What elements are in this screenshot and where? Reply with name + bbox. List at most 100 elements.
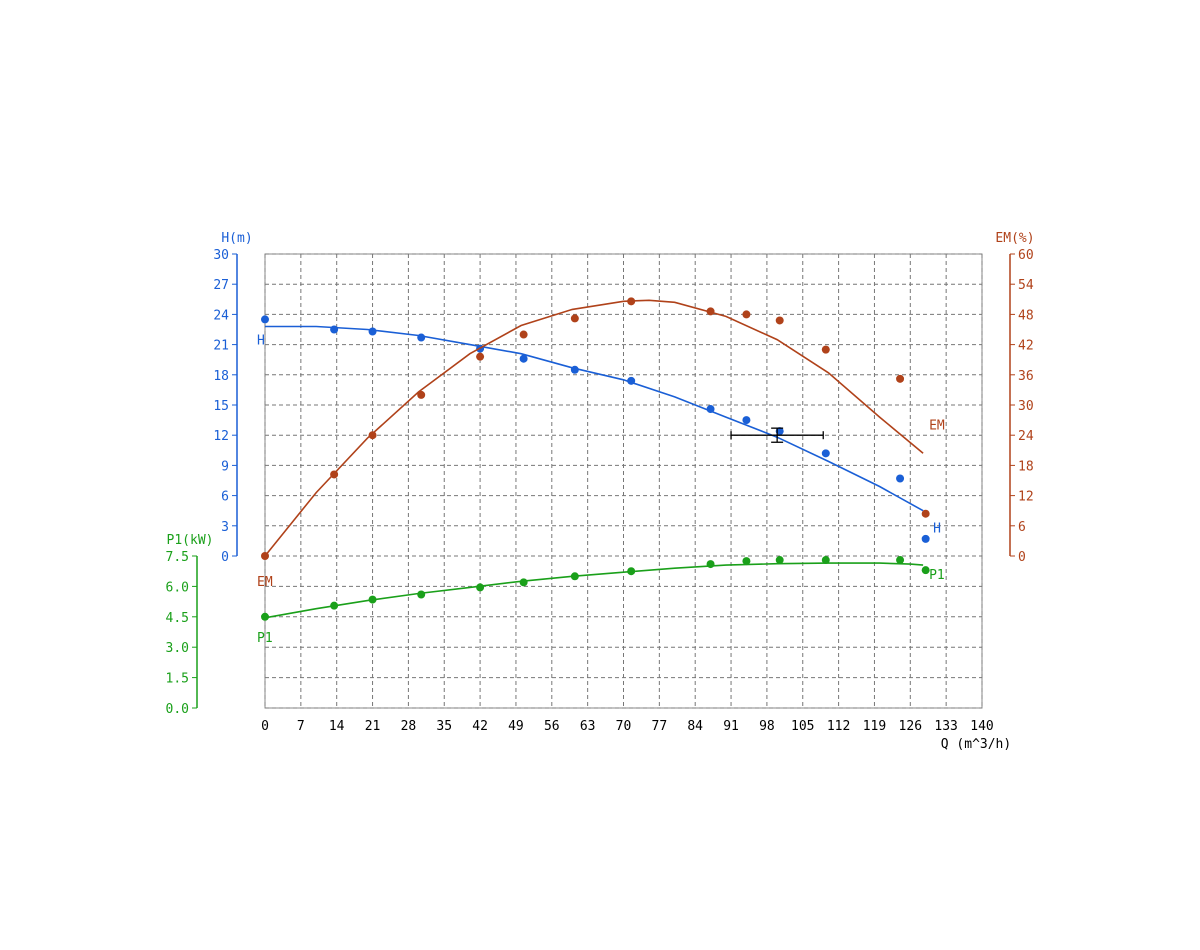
em-tick-label: 36 [1018, 369, 1034, 384]
point-p1 [570, 572, 579, 581]
x-tick-label: 42 [472, 719, 488, 734]
series: H H EM EM P1 P1 [257, 297, 945, 646]
axes: 0 7 14 21 28 35 42 49 56 63 70 77 84 91 98 105 112 119 126… [166, 231, 1035, 752]
x-tick-label: 126 [899, 719, 922, 734]
point-h [261, 315, 269, 324]
point-em [476, 352, 485, 361]
point-p1 [627, 567, 636, 576]
h-tick-label: 24 [213, 308, 229, 323]
h-tick-label: 27 [213, 278, 229, 293]
p1-tick-label: 4.5 [166, 611, 189, 626]
h-tick-label: 18 [213, 369, 229, 384]
x-tick-label: 28 [401, 719, 417, 734]
point-em [742, 310, 751, 319]
x-tick-label: 35 [436, 719, 452, 734]
curve-label-end-em: EM [929, 418, 945, 433]
x-tick-label: 91 [723, 719, 739, 734]
h-tick-label: 15 [213, 399, 229, 414]
h-tick-label: 9 [221, 459, 229, 474]
point-p1 [742, 557, 751, 566]
x-tick-label: 0 [261, 719, 269, 734]
point-h [706, 405, 715, 414]
em-tick-label: 18 [1018, 459, 1034, 474]
p1-tick-label: 7.5 [166, 550, 189, 565]
point-h [368, 327, 377, 336]
point-h [821, 449, 830, 458]
curve-label-end-p1: P1 [929, 568, 945, 583]
point-em [570, 314, 579, 323]
point-p1 [706, 560, 715, 569]
h-tick-label: 3 [221, 520, 229, 535]
x-tick-label: 105 [791, 719, 814, 734]
p1-tick-label: 6.0 [166, 580, 189, 595]
point-em [330, 470, 339, 479]
x-tick-label: 49 [508, 719, 524, 734]
point-p1 [330, 601, 339, 610]
curve-label-start-p1: P1 [257, 631, 273, 646]
p1-tick-label: 3.0 [166, 641, 189, 656]
point-h [330, 325, 339, 334]
em-tick-label: 24 [1018, 429, 1034, 444]
curve-label-start-h: H [257, 333, 265, 348]
curve-p1 [264, 562, 924, 619]
point-h [921, 534, 930, 543]
p1-tick-label: 1.5 [166, 672, 189, 687]
point-h [742, 416, 751, 425]
point-em [368, 431, 377, 440]
curve-em [264, 299, 924, 557]
em-axis-label: EM(%) [995, 231, 1034, 246]
curve-h [265, 325, 924, 512]
x-tick-label: 112 [827, 719, 850, 734]
point-p1 [821, 556, 830, 565]
x-tick-label: 140 [970, 719, 993, 734]
curve-label-start-em: EM [257, 575, 273, 590]
em-tick-label: 30 [1018, 399, 1034, 414]
point-em [627, 297, 636, 306]
point-p1 [476, 583, 485, 592]
x-tick-label: 7 [297, 719, 305, 734]
point-em [417, 390, 426, 399]
x-tick-label: 56 [544, 719, 560, 734]
em-tick-label: 48 [1018, 308, 1034, 323]
em-tick-label: 54 [1018, 278, 1034, 293]
operating-point [730, 427, 824, 443]
point-h [519, 354, 528, 363]
point-h [627, 376, 636, 385]
p1-tick-label: 0.0 [166, 702, 189, 717]
h-tick-label: 30 [213, 248, 229, 263]
h-axis-label: H(m) [221, 231, 252, 246]
x-tick-label: 98 [759, 719, 775, 734]
em-tick-label: 6 [1018, 520, 1026, 535]
h-tick-label: 12 [213, 429, 229, 444]
x-tick-label: 70 [616, 719, 632, 734]
point-em [821, 345, 830, 354]
p1-axis-label: P1(kW) [167, 533, 214, 548]
point-em [261, 552, 269, 560]
h-tick-label: 21 [213, 339, 229, 354]
point-h [896, 474, 905, 483]
em-tick-label: 60 [1018, 248, 1034, 263]
point-p1 [261, 612, 269, 621]
point-p1 [921, 566, 930, 575]
point-em [706, 307, 715, 316]
x-tick-label: 63 [580, 719, 596, 734]
x-axis-label: Q (m^3/h) [941, 737, 1011, 752]
h-tick-label: 0 [221, 550, 229, 565]
point-h [570, 365, 579, 374]
point-p1 [417, 590, 426, 599]
point-em [896, 374, 905, 383]
point-h [417, 333, 426, 342]
em-tick-label: 42 [1018, 339, 1034, 354]
x-tick-label: 119 [863, 719, 886, 734]
em-tick-label: 0 [1018, 550, 1026, 565]
x-tick-label: 84 [687, 719, 703, 734]
point-em [921, 509, 930, 518]
point-em [519, 330, 528, 339]
h-tick-label: 6 [221, 490, 229, 505]
curve-label-end-h: H [933, 522, 941, 537]
x-tick-label: 133 [934, 719, 957, 734]
x-tick-label: 77 [652, 719, 668, 734]
x-tick-label: 14 [329, 719, 345, 734]
grid [264, 253, 983, 709]
